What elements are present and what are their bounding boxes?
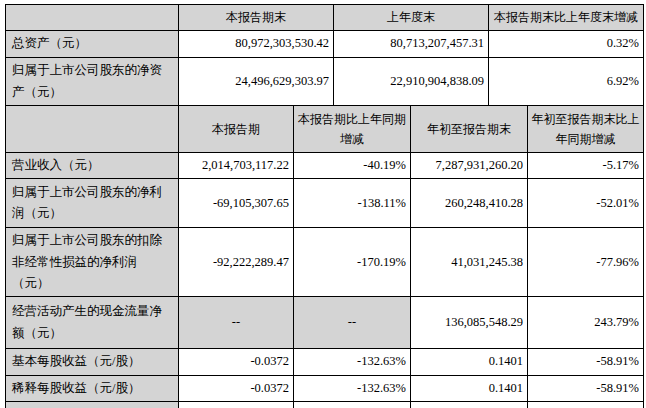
period-end-table: 本报告期末 上年度末 本报告期末比上年度末增减 总资产（元） 80,972,30… xyxy=(5,4,644,106)
header-year-to-date: 年初至报告期末 xyxy=(411,106,528,153)
corner-cell xyxy=(6,5,179,31)
header-change-vs-prior-period: 本报告期比上年同期增减 xyxy=(294,106,411,153)
period-end-header-row: 本报告期末 上年度末 本报告期末比上年度末增减 xyxy=(6,5,644,31)
operating-cash-flow-ytd-change: 243.79% xyxy=(528,297,644,349)
diluted-eps-period-change: -132.63% xyxy=(294,376,411,402)
period-performance-table: 本报告期 本报告期比上年同期增减 年初至报告期末 年初至报告期末比上年同期增减 … xyxy=(5,105,644,408)
header-current-period: 本报告期 xyxy=(179,106,294,153)
net-profit-period: -69,105,307.65 xyxy=(179,179,294,228)
operating-revenue-period-change: -40.19% xyxy=(294,153,411,179)
financial-report-page: 本报告期末 上年度末 本报告期末比上年度末增减 总资产（元） 80,972,30… xyxy=(0,0,646,408)
weighted-avg-roe-period-change: -1.33% xyxy=(294,402,411,408)
table-row: 归属于上市公司股东的净利润（元） -69,105,307.65 -138.11%… xyxy=(6,179,644,228)
diluted-eps-ytd: 0.1401 xyxy=(411,376,528,402)
header-current-period-end: 本报告期末 xyxy=(179,5,334,31)
table-row: 归属于上市公司股东的扣除非经常性损益的净利润（元） -92,222,289.47… xyxy=(6,228,644,297)
row-label-deducted-net-profit: 归属于上市公司股东的扣除非经常性损益的净利润（元） xyxy=(6,228,179,297)
diluted-eps-period: -0.0372 xyxy=(179,376,294,402)
key-figures-tables: 本报告期末 上年度末 本报告期末比上年度末增减 总资产（元） 80,972,30… xyxy=(5,4,644,408)
basic-eps-ytd: 0.1401 xyxy=(411,349,528,376)
diluted-eps-ytd-change: -58.91% xyxy=(528,376,644,402)
weighted-avg-roe-ytd: 1.11% xyxy=(411,402,528,408)
deducted-net-profit-ytd: 41,031,245.38 xyxy=(411,228,528,297)
table-row: 稀释每股收益（元/股） -0.0372 -132.63% 0.1401 -58.… xyxy=(6,376,644,402)
row-label-basic-eps: 基本每股收益（元/股） xyxy=(6,349,179,376)
operating-revenue-ytd-change: -5.17% xyxy=(528,153,644,179)
net-profit-ytd-change: -52.01% xyxy=(528,179,644,228)
net-profit-period-change: -138.11% xyxy=(294,179,411,228)
net-assets-current: 24,496,629,303.97 xyxy=(179,58,334,106)
row-label-total-assets: 总资产（元） xyxy=(6,31,179,58)
operating-revenue-ytd: 7,287,931,260.20 xyxy=(411,153,528,179)
table-row: 加权平均净资产收益率 -0.32% -1.33% 1.11% -1.92% xyxy=(6,402,644,408)
deducted-net-profit-period: -92,222,289.47 xyxy=(179,228,294,297)
table-row: 基本每股收益（元/股） -0.0372 -132.63% 0.1401 -58.… xyxy=(6,349,644,376)
operating-cash-flow-period-change: -- xyxy=(294,297,411,349)
basic-eps-period-change: -132.63% xyxy=(294,349,411,376)
operating-revenue-period: 2,014,703,117.22 xyxy=(179,153,294,179)
table-row: 经营活动产生的现金流量净额（元） -- -- 136,085,548.29 24… xyxy=(6,297,644,349)
operating-cash-flow-period: -- xyxy=(179,297,294,349)
row-label-diluted-eps: 稀释每股收益（元/股） xyxy=(6,376,179,402)
total-assets-change: 0.32% xyxy=(489,31,644,58)
total-assets-prior: 80,713,207,457.31 xyxy=(334,31,489,58)
basic-eps-ytd-change: -58.91% xyxy=(528,349,644,376)
row-label-operating-cash-flow: 经营活动产生的现金流量净额（元） xyxy=(6,297,179,349)
operating-cash-flow-ytd: 136,085,548.29 xyxy=(411,297,528,349)
net-assets-prior: 22,910,904,838.09 xyxy=(334,58,489,106)
header-prior-year-end: 上年度末 xyxy=(334,5,489,31)
row-label-net-assets: 归属于上市公司股东的净资产（元） xyxy=(6,58,179,106)
total-assets-current: 80,972,303,530.42 xyxy=(179,31,334,58)
table-row: 总资产（元） 80,972,303,530.42 80,713,207,457.… xyxy=(6,31,644,58)
net-assets-change: 6.92% xyxy=(489,58,644,106)
row-label-net-profit: 归属于上市公司股东的净利润（元） xyxy=(6,179,179,228)
header-ytd-change: 年初至报告期末比上年同期增减 xyxy=(528,106,644,153)
header-change-vs-prior-year-end: 本报告期末比上年度末增减 xyxy=(489,5,644,31)
weighted-avg-roe-period: -0.32% xyxy=(179,402,294,408)
net-profit-ytd: 260,248,410.28 xyxy=(411,179,528,228)
weighted-avg-roe-ytd-change: -1.92% xyxy=(528,402,644,408)
table-row: 营业收入（元） 2,014,703,117.22 -40.19% 7,287,9… xyxy=(6,153,644,179)
row-label-weighted-avg-roe: 加权平均净资产收益率 xyxy=(6,402,179,408)
corner-cell xyxy=(6,106,179,153)
performance-header-row: 本报告期 本报告期比上年同期增减 年初至报告期末 年初至报告期末比上年同期增减 xyxy=(6,106,644,153)
deducted-net-profit-period-change: -170.19% xyxy=(294,228,411,297)
table-row: 归属于上市公司股东的净资产（元） 24,496,629,303.97 22,91… xyxy=(6,58,644,106)
deducted-net-profit-ytd-change: -77.96% xyxy=(528,228,644,297)
basic-eps-period: -0.0372 xyxy=(179,349,294,376)
row-label-operating-revenue: 营业收入（元） xyxy=(6,153,179,179)
